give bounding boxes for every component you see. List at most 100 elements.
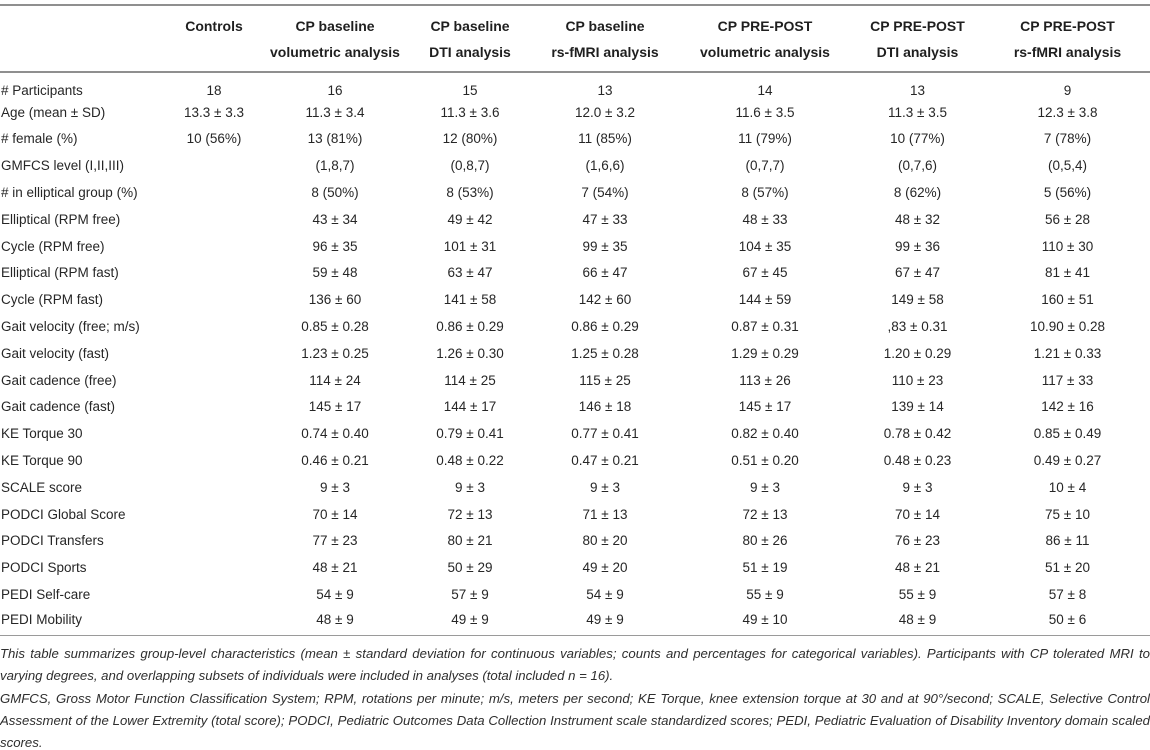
cell-value: 8 (62%): [893, 185, 942, 201]
cell-value: 50 ± 29: [447, 560, 493, 576]
cell-value: 86 ± 11: [1045, 533, 1090, 549]
cell-value: [168, 394, 260, 421]
cell-value: [168, 340, 260, 367]
cell-value: 0.47 ± 0.21: [571, 453, 639, 469]
column-header-line1: CP baseline: [565, 18, 645, 34]
cell-value: 1.29 ± 0.29: [731, 345, 799, 361]
cell-value: 0.82 ± 0.40: [731, 426, 799, 442]
cell-value: 96 ± 35: [312, 238, 358, 254]
cell-value: 49 ± 9: [451, 611, 489, 627]
row-label: # Participants: [1, 82, 83, 98]
cell-value: [168, 233, 260, 260]
cell-value: 76 ± 23: [895, 533, 940, 549]
cell-value: (0,7,6): [897, 158, 938, 174]
cell-value: 101 ± 31: [443, 238, 497, 254]
column-header-line2: DTI analysis: [876, 44, 959, 60]
cell-value: 71 ± 13: [582, 506, 628, 522]
cell-value: 0.78 ± 0.42: [883, 426, 952, 442]
row-label: Age (mean ± SD): [1, 104, 106, 120]
cell-value: 77 ± 23: [312, 533, 358, 549]
cell-value: 81 ± 41: [1045, 265, 1090, 281]
cell-value: 9 ± 3: [902, 479, 933, 495]
cell-value: 99 ± 35: [582, 238, 628, 254]
cell-value: 0.87 ± 0.31: [731, 319, 799, 335]
cell-value: 10 (77%): [890, 131, 945, 147]
table-row: PODCI Global Score 70 ± 14 72 ± 13 71 ± 13 7…: [0, 501, 1150, 528]
cell-value: 7 (78%): [1043, 131, 1092, 147]
row-label: # in elliptical group (%): [1, 185, 138, 201]
cell-value: 48 ± 9: [316, 611, 354, 627]
cell-value: 11.6 ± 3.5: [735, 104, 795, 120]
cell-value: 9 ± 3: [455, 479, 485, 495]
cell-value: 0.51 ± 0.20: [731, 453, 799, 469]
table-row: KE Torque 30 0.74 ± 0.40 0.79 ± 0.41 0.77 ±…: [0, 420, 1150, 447]
cell-value: 114 ± 25: [444, 372, 496, 388]
cell-value: 136 ± 60: [308, 292, 362, 308]
cell-value: 0.48 ± 0.23: [883, 453, 952, 469]
cell-value: [168, 179, 260, 206]
row-label: PODCI Sports: [1, 560, 87, 576]
table-row: Elliptical (RPM fast) 59 ± 48 63 ± 47 66 ± …: [0, 260, 1150, 287]
cell-value: [168, 581, 260, 608]
cell-value: 9 ± 3: [320, 479, 350, 495]
cell-value: 1.20 ± 0.29: [883, 345, 952, 361]
cell-value: 7 (54%): [581, 185, 629, 201]
cell-value: 0.46 ± 0.21: [301, 453, 369, 469]
table-row: # female (%) 10 (56%) 13 (81%) 12 (80%) 11 (…: [0, 126, 1150, 153]
cell-value: 70 ± 14: [895, 506, 940, 522]
row-label: Gait velocity (fast): [1, 345, 110, 361]
row-label: Elliptical (RPM free): [1, 211, 121, 227]
cell-value: 160 ± 51: [1041, 292, 1094, 308]
cell-value: 0.86 ± 0.29: [571, 319, 639, 335]
column-header-line2: rs-fMRI analysis: [551, 44, 659, 60]
table-body: # Participants 18 16 15 13 14 13 9 Age (mean ± S…: [0, 72, 1150, 635]
cell-value: 72 ± 13: [742, 506, 788, 522]
table-row: PODCI Sports 48 ± 21 50 ± 29 49 ± 20 51 ± 19…: [0, 554, 1150, 581]
column-header: Controls: [168, 5, 260, 73]
column-header-line1: CP PRE-POST: [1020, 18, 1115, 34]
participant-characteristics-table: Controls CP baseline volumetric analysis CP…: [0, 4, 1150, 635]
cell-value: 67 ± 45: [742, 265, 788, 281]
row-label: KE Torque 90: [1, 453, 83, 469]
cell-value: 80 ± 26: [742, 533, 788, 549]
cell-value: 114 ± 24: [309, 372, 361, 388]
cell-value: 1.23 ± 0.25: [301, 345, 369, 361]
cell-value: 8 (53%): [446, 185, 494, 201]
cell-value: 146 ± 18: [578, 399, 632, 415]
table-row: Gait velocity (fast) 1.23 ± 0.25 1.26 ± 0.…: [0, 340, 1150, 367]
cell-value: [168, 152, 260, 179]
row-label: # female (%): [1, 131, 78, 147]
column-header-line1: CP baseline: [295, 18, 375, 34]
cell-value: 51 ± 20: [1045, 560, 1090, 576]
row-label: Elliptical (RPM fast): [1, 265, 119, 281]
cell-value: 10.90 ± 0.28: [1030, 319, 1105, 335]
cell-value: 63 ± 47: [447, 265, 493, 281]
cell-value: (0,5,4): [1047, 158, 1088, 174]
cell-value: [168, 447, 260, 474]
table-row: Gait velocity (free; m/s) 0.85 ± 0.28 0.86…: [0, 313, 1150, 340]
table-row: Cycle (RPM fast) 136 ± 60 141 ± 58 142 ± 60…: [0, 286, 1150, 313]
cell-value: 13: [597, 82, 613, 98]
row-label: Cycle (RPM free): [1, 238, 105, 254]
cell-value: 145 ± 17: [308, 399, 362, 415]
table-row: PEDI Self-care 54 ± 9 57 ± 9 54 ± 9 55 ± 9 55…: [0, 581, 1150, 608]
column-header-line2: DTI analysis: [429, 44, 511, 60]
table-row: # in elliptical group (%) 8 (50%) 8 (53%) 7…: [0, 179, 1150, 206]
cell-value: 48 ± 21: [312, 560, 358, 576]
row-label: Gait cadence (free): [1, 372, 117, 388]
cell-value: [168, 528, 260, 555]
cell-value: 144 ± 59: [738, 292, 792, 308]
table-row: Elliptical (RPM free) 43 ± 34 49 ± 42 47 ± …: [0, 206, 1150, 233]
cell-value: 1.21 ± 0.33: [1033, 345, 1102, 361]
cell-value: 0.74 ± 0.40: [301, 426, 369, 442]
column-header: CP PRE-POST DTI analysis: [850, 5, 985, 73]
cell-value: 5 (56%): [1043, 185, 1092, 201]
cell-value: 75 ± 10: [1045, 506, 1090, 522]
cell-value: [168, 206, 260, 233]
cell-value: 48 ± 21: [895, 560, 940, 576]
cell-value: 12.0 ± 3.2: [575, 104, 635, 120]
cell-value: 43 ± 34: [312, 211, 358, 227]
cell-value: 49 ± 9: [586, 611, 624, 627]
cell-value: (0,7,7): [745, 158, 785, 174]
